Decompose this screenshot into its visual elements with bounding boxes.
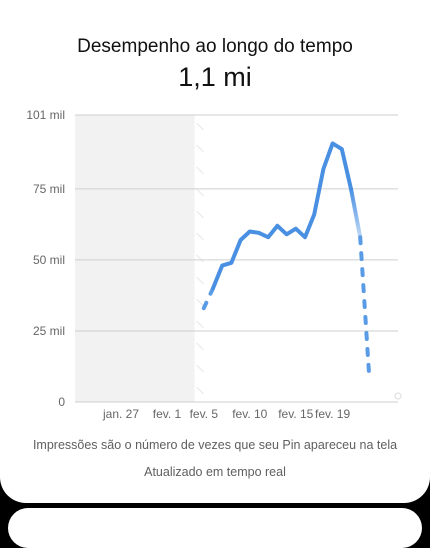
x-tick-label: fev. 1 [153, 407, 182, 421]
region-hatch [196, 342, 204, 351]
impressions-series-dashed [201, 286, 215, 311]
performance-card: Desempenho ao longo do tempo 1,1 mi 0 25 … [0, 0, 430, 503]
data-point [239, 238, 242, 242]
x-tick-label: fev. 19 [315, 407, 350, 421]
data-point [211, 287, 215, 290]
region-hatch [196, 144, 204, 153]
data-point [230, 261, 233, 264]
region-hatch [196, 386, 204, 395]
impressions-caption: Impressões são o número de vezes que seu… [32, 438, 398, 452]
data-point [322, 167, 325, 171]
data-point [248, 230, 251, 233]
x-tick-label: jan. 27 [102, 407, 139, 421]
x-tick-label: fev. 15 [278, 407, 313, 421]
data-point [257, 231, 261, 235]
data-point [276, 224, 279, 228]
updated-label: Atualizado em tempo real [144, 465, 286, 479]
y-tick-label: 50 mil [33, 253, 65, 267]
region-hatch [196, 210, 204, 219]
region-hatch [196, 254, 204, 263]
y-tick-label: 101 mil [26, 108, 65, 122]
region-hatch [196, 188, 204, 197]
no-data-region [75, 115, 195, 402]
region-hatch [196, 166, 204, 175]
y-tick-label: 25 mil [33, 324, 65, 338]
data-point [285, 233, 288, 236]
impressions-series-dashed [358, 235, 372, 382]
impressions-series-line [211, 141, 353, 291]
next-card [8, 508, 422, 548]
y-tick-label: 75 mil [33, 182, 65, 196]
region-hatch [196, 364, 204, 373]
impressions-series-dashed [349, 186, 363, 240]
region-hatch [196, 122, 204, 131]
y-tick-label: 0 [58, 395, 65, 409]
data-point [349, 187, 353, 191]
impressions-line-chart: 0 25 mil 50 mil 75 mil 101 mil jan. 27 fev. 1 f… [26, 108, 402, 421]
chart-title: Desempenho ao longo do tempo [77, 36, 353, 57]
data-point [267, 235, 270, 239]
x-tick-label: fev. 5 [190, 407, 219, 421]
data-point [294, 227, 297, 230]
data-point [331, 142, 334, 145]
region-hatch [196, 298, 204, 307]
data-point [221, 264, 224, 267]
data-point [313, 213, 316, 216]
end-marker [394, 392, 402, 400]
data-point [303, 235, 307, 239]
region-hatch [196, 276, 204, 285]
data-point [340, 147, 343, 151]
total-impressions-value: 1,1 mi [178, 62, 252, 92]
x-tick-label: fev. 10 [232, 407, 267, 421]
region-hatch [196, 320, 204, 329]
region-hatch [196, 232, 204, 241]
